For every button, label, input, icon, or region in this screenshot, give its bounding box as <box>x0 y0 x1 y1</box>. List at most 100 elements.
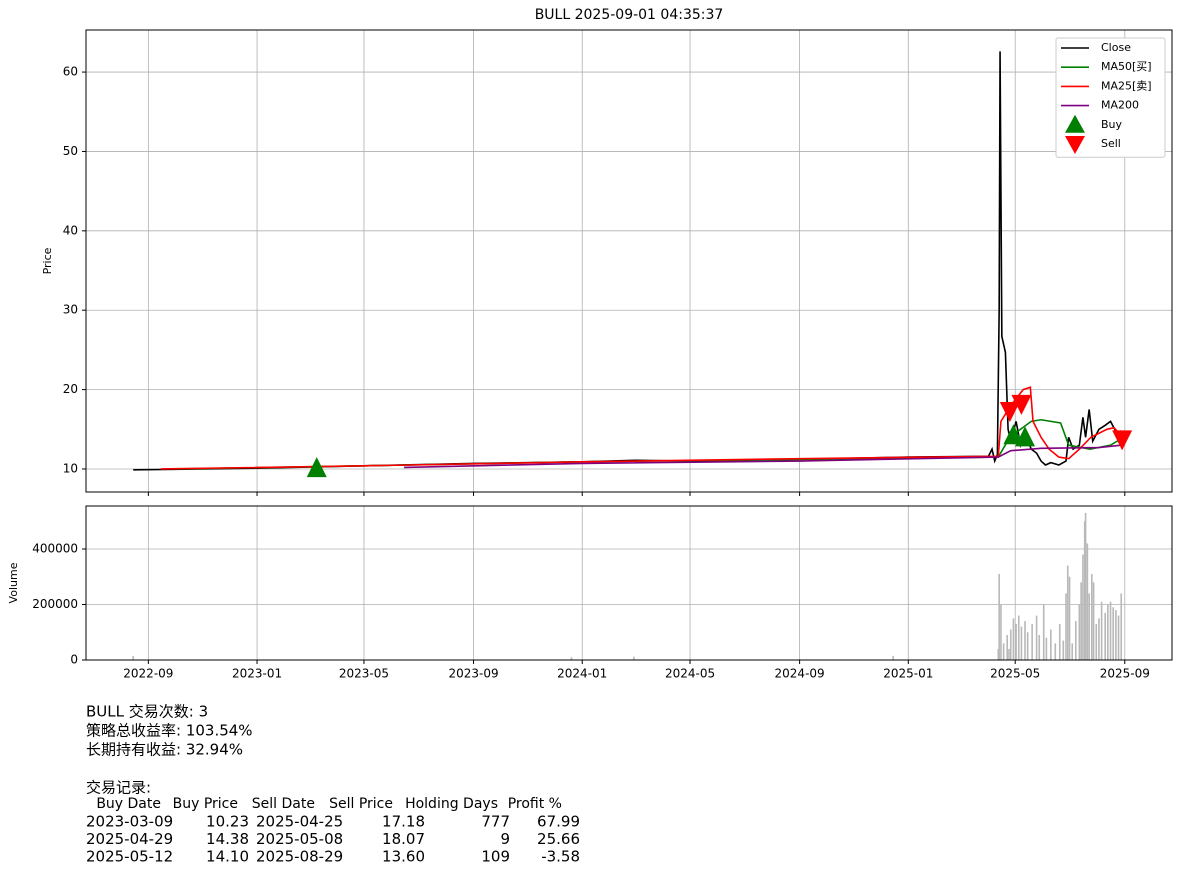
table-cell: 2025-04-25 <box>256 813 343 831</box>
summary-line: 长期持有收益: 32.94% <box>86 741 243 759</box>
volume-bar <box>1012 618 1015 660</box>
trade-marker <box>1015 426 1036 447</box>
volume-bar <box>1035 615 1038 660</box>
table-cell: 2025-04-29 <box>86 830 173 848</box>
legend-label: MA25[卖] <box>1101 79 1152 92</box>
summary-line: 策略总收益率: 103.54% <box>86 722 253 740</box>
volume-bar <box>1074 621 1077 660</box>
volume-bar <box>1098 618 1100 660</box>
table-cell: 10.23 <box>206 813 249 831</box>
y-axis-label: Price <box>41 247 54 274</box>
volume-bar <box>892 655 894 660</box>
legend-marker <box>1065 136 1085 154</box>
y-tick-label: 0 <box>70 653 78 667</box>
volume-bar <box>1045 637 1048 660</box>
volume-bar <box>1095 623 1098 660</box>
volume-bar <box>1006 635 1008 660</box>
volume-bar <box>1112 607 1115 660</box>
x-tick-label: 2022-09 <box>123 667 173 681</box>
volume-bar <box>1088 593 1090 660</box>
y-tick-label: 30 <box>63 303 78 317</box>
volume-bar <box>1082 554 1084 660</box>
chart-title: BULL 2025-09-01 04:35:37 <box>535 7 724 23</box>
x-tick-label: 2025-05 <box>990 667 1040 681</box>
volume-bar <box>1117 615 1120 660</box>
volume-bar <box>1038 635 1041 660</box>
y-tick-label: 20 <box>63 382 78 396</box>
legend-marker <box>1065 114 1085 133</box>
x-tick-label: 2025-09 <box>1100 667 1150 681</box>
y-tick-label: 60 <box>63 65 78 79</box>
volume-bar <box>1062 640 1065 660</box>
table-cell: 2025-05-12 <box>86 848 173 866</box>
volume-bar <box>1120 593 1123 660</box>
volume-bar <box>1086 543 1089 660</box>
volume-bar <box>1042 604 1045 660</box>
volume-bar <box>1002 643 1005 660</box>
legend-label: Close <box>1101 41 1131 54</box>
series-line <box>133 51 1122 471</box>
table-cell: 25.66 <box>537 830 580 848</box>
volume-bar <box>1000 604 1002 660</box>
summary-line: BULL 交易次数: 3 <box>86 703 208 721</box>
volume-bar <box>1083 521 1086 660</box>
table-cell: 2025-08-29 <box>256 848 343 866</box>
volume-bar <box>1109 601 1112 660</box>
volume-bar <box>1071 643 1074 660</box>
trade-marker <box>1011 394 1032 415</box>
plot-frame <box>85 505 1173 661</box>
x-tick-label: 2024-09 <box>775 667 825 681</box>
volume-bar <box>1058 623 1061 660</box>
volume-bar <box>570 657 573 660</box>
volume-bar <box>1015 623 1017 660</box>
volume-bar <box>132 656 135 660</box>
volume-bar <box>1092 582 1095 660</box>
table-cell: -3.58 <box>541 848 580 866</box>
table-cell: 109 <box>481 848 510 866</box>
y-tick-label: 10 <box>63 461 78 475</box>
y-tick-label: 400000 <box>32 542 78 556</box>
legend-label: MA50[买] <box>1101 60 1152 73</box>
legend-label: MA200 <box>1101 99 1139 112</box>
table-cell: 17.18 <box>382 813 425 831</box>
volume-bar <box>1065 593 1067 660</box>
volume-bar <box>1115 610 1117 660</box>
table-cell: 9 <box>500 830 510 848</box>
series-line <box>160 386 1122 470</box>
x-tick-label: 2024-05 <box>665 667 715 681</box>
table-header: Buy Price <box>173 796 238 812</box>
table-cell: 14.10 <box>206 848 249 866</box>
volume-bar <box>1091 573 1093 660</box>
volume-bar <box>1031 623 1033 660</box>
volume-bar <box>1054 643 1057 660</box>
trade-marker <box>999 401 1020 422</box>
volume-bar <box>1068 576 1071 660</box>
table-header: Holding Days <box>405 796 498 812</box>
volume-bar <box>633 656 635 660</box>
y-tick-label: 200000 <box>32 597 78 611</box>
table-cell: 2023-03-09 <box>86 813 173 831</box>
legend-label: Sell <box>1101 137 1121 150</box>
y-tick-label: 50 <box>63 144 78 158</box>
table-cell: 67.99 <box>537 813 580 831</box>
x-tick-label: 2025-01 <box>883 667 933 681</box>
legend-label: Buy <box>1101 118 1123 131</box>
volume-bar <box>1026 632 1029 660</box>
volume-bar <box>1078 604 1081 660</box>
trade-marker <box>1003 424 1024 445</box>
x-tick-label: 2024-01 <box>557 667 607 681</box>
trade-marker <box>306 457 327 478</box>
volume-bar <box>1020 626 1023 660</box>
volume-bar <box>1066 565 1069 660</box>
table-header: Profit % <box>508 796 562 812</box>
x-tick-label: 2023-05 <box>339 667 389 681</box>
volume-bar <box>1024 621 1026 660</box>
volume-bar <box>998 573 1000 660</box>
trade-marker <box>1112 430 1133 451</box>
trade-log-title: 交易记录: <box>86 779 151 797</box>
x-tick-label: 2023-01 <box>232 667 282 681</box>
volume-bar <box>1050 629 1052 660</box>
table-cell: 777 <box>481 813 510 831</box>
table-header: Sell Price <box>329 796 393 812</box>
y-tick-label: 40 <box>63 223 78 237</box>
